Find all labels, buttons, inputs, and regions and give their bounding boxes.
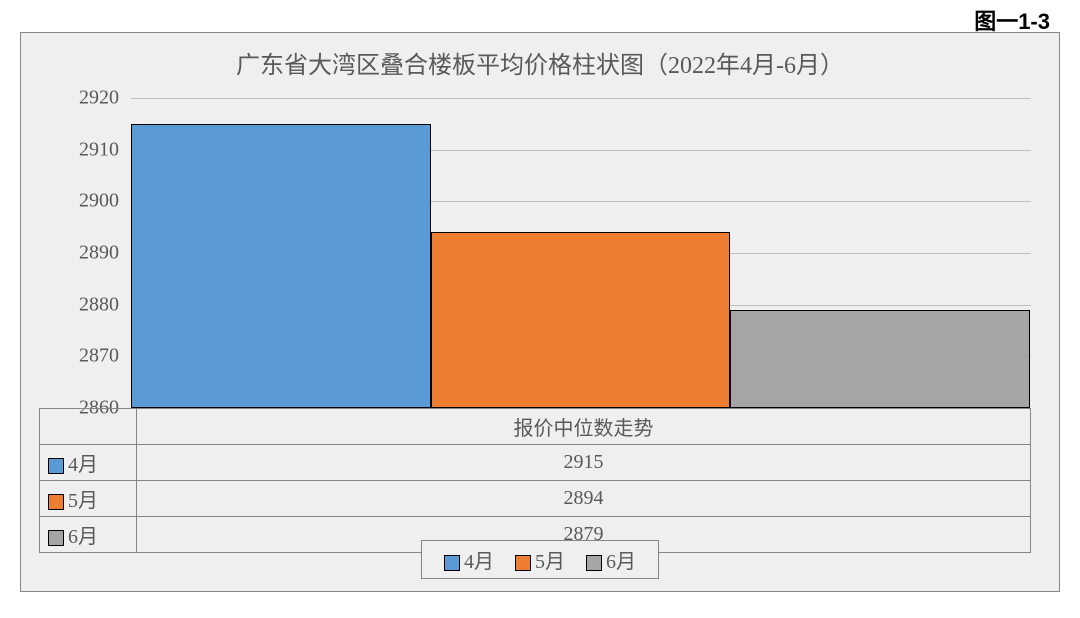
legend-label: 5月: [535, 551, 565, 573]
plot-area: [131, 98, 1031, 408]
table-header-row: 报价中位数走势: [40, 409, 1031, 445]
legend-item: 6月: [586, 545, 636, 574]
table-row: 5月 2894: [40, 481, 1031, 517]
legend-label: 4月: [464, 551, 494, 573]
row-value: 2915: [137, 445, 1031, 481]
y-tick-label: 2870: [39, 345, 119, 368]
legend-label: 6月: [606, 551, 636, 573]
row-head-2: 6月: [40, 517, 137, 553]
swatch-icon: [48, 494, 64, 510]
legend-item: 4月: [444, 545, 494, 574]
bar-4月: [131, 124, 431, 408]
row-label: 6月: [68, 526, 98, 548]
row-label: 4月: [68, 454, 98, 476]
y-tick-label: 2910: [39, 138, 119, 161]
data-table: 报价中位数走势 4月 2915 5月 2894 6月 2879: [39, 408, 1031, 553]
bar-6月: [730, 310, 1030, 408]
swatch-icon: [586, 555, 602, 571]
y-tick-label: 2890: [39, 242, 119, 265]
y-tick-label: 2920: [39, 87, 119, 110]
y-tick-label: 2880: [39, 293, 119, 316]
legend-item: 5月: [515, 545, 565, 574]
swatch-icon: [515, 555, 531, 571]
swatch-icon: [444, 555, 460, 571]
chart-container: 广东省大湾区叠合楼板平均价格柱状图（2022年4月-6月） 2860287028…: [20, 32, 1060, 592]
row-head-0: 4月: [40, 445, 137, 481]
swatch-icon: [48, 458, 64, 474]
bar-5月: [431, 232, 731, 408]
row-value: 2894: [137, 481, 1031, 517]
legend: 4月 5月 6月: [421, 540, 659, 579]
y-tick-label: 2900: [39, 190, 119, 213]
gridline: [131, 98, 1031, 99]
row-label: 5月: [68, 490, 98, 512]
chart-title: 广东省大湾区叠合楼板平均价格柱状图（2022年4月-6月）: [21, 45, 1059, 80]
swatch-icon: [48, 530, 64, 546]
table-header-blank: [40, 409, 137, 445]
row-head-1: 5月: [40, 481, 137, 517]
table-header-cell: 报价中位数走势: [137, 409, 1031, 445]
table-row: 4月 2915: [40, 445, 1031, 481]
